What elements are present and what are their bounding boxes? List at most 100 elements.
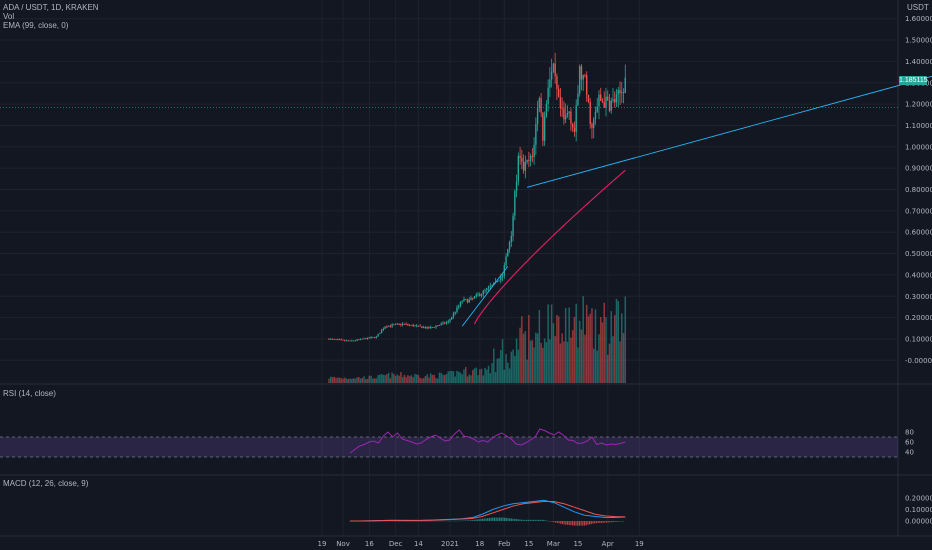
macd-hist-bar [605, 521, 608, 523]
volume-bar [498, 358, 500, 383]
volume-bar [510, 351, 513, 383]
volume-bar [591, 308, 593, 383]
macd-hist-bar [607, 521, 609, 523]
macd-hist-bar [527, 519, 530, 521]
x-tick-label: 19 [635, 540, 644, 548]
macd-hist-bar [412, 521, 414, 522]
candle-body [571, 123, 574, 128]
macd-hist-bar [436, 520, 438, 522]
macd-hist-bar [568, 521, 570, 526]
volume-bar [486, 369, 488, 383]
volume-bar [619, 341, 621, 383]
volume-bar [421, 378, 423, 383]
volume-bar [428, 377, 430, 383]
candle-body [444, 322, 446, 324]
macd-hist-bar [595, 521, 597, 524]
currency-label: USDT [907, 3, 929, 12]
macd-hist-bar [551, 521, 553, 522]
candle-body [345, 340, 348, 342]
volume-bar [424, 376, 427, 383]
candle-body [468, 299, 470, 303]
candle-body [619, 90, 621, 94]
volume-bar [340, 378, 343, 383]
volume-bar [556, 315, 558, 383]
candle-body [522, 161, 525, 171]
volume-bar [351, 379, 353, 383]
candle-body [575, 105, 577, 132]
macd-hist-bar [498, 517, 501, 521]
x-tick-label: 14 [414, 540, 423, 548]
macd-hist-bar [480, 518, 482, 521]
candle-body [359, 338, 362, 340]
macd-hist-bar [531, 519, 533, 521]
volume-bar [415, 374, 418, 383]
candle-body [477, 294, 479, 296]
symbol-title: ADA / USDT, 1D, KRAKEN [3, 3, 99, 12]
volume-bar [400, 372, 402, 383]
candle-body [491, 284, 493, 287]
candle-body [436, 325, 439, 327]
volume-bar [482, 375, 485, 383]
candle-body [536, 107, 539, 124]
candle-body [605, 96, 607, 108]
volume-bar [580, 329, 583, 383]
rsi-label: RSI (14, close) [3, 389, 56, 398]
candle-body [456, 307, 458, 313]
volume-bar [330, 376, 332, 383]
volume-bar [622, 333, 625, 383]
candle-body [331, 338, 334, 340]
candle-body [501, 275, 504, 278]
candle-body [524, 161, 527, 171]
macd-hist-bar [590, 521, 592, 525]
macd-hist-bar [507, 518, 509, 521]
volume-bar [621, 313, 623, 383]
volume-bar [417, 374, 420, 383]
volume-bar [394, 375, 397, 383]
macd-hist-bar [524, 519, 526, 521]
rsi-tick-label: 80 [905, 429, 914, 437]
ema-line [474, 169, 626, 325]
candle-body [421, 326, 423, 328]
rsi-band [0, 437, 898, 457]
volume-bar [368, 375, 371, 383]
volume-bar [563, 341, 565, 383]
candle-body [398, 323, 400, 325]
macd-hist-bar [495, 517, 497, 521]
candle-body [624, 77, 626, 94]
candle-body [338, 339, 341, 341]
macd-hist-bar [397, 520, 399, 522]
candle-body [389, 325, 392, 327]
macd-hist-bar [400, 521, 402, 522]
rsi-tick-label: 40 [905, 449, 914, 457]
candle-body [559, 97, 562, 109]
volume-bar [459, 372, 462, 383]
candle-body [612, 99, 614, 101]
volume-bar [545, 342, 548, 383]
candle-body [424, 327, 427, 329]
candle-body [461, 300, 463, 302]
volume-bar [344, 377, 346, 383]
volume-bar [577, 347, 579, 383]
macd-hist-bar [464, 520, 467, 521]
macd-hist-bar [619, 521, 621, 522]
volume-bar [472, 370, 474, 383]
volume-bar [589, 313, 591, 383]
candle-body [459, 301, 462, 306]
candle-body [582, 74, 584, 80]
macd-hist-bar [497, 517, 499, 521]
macd-hist-bar [446, 520, 448, 522]
macd-hist-bar [532, 519, 535, 521]
volume-bar [379, 374, 381, 383]
volume-bar [470, 375, 472, 383]
x-tick-label: 2021 [441, 540, 459, 548]
macd-hist-bar [502, 517, 504, 521]
macd-hist-bar [403, 521, 406, 522]
volume-bar [494, 372, 497, 383]
volume-bar [584, 334, 586, 383]
macd-hist-bar [468, 520, 470, 521]
